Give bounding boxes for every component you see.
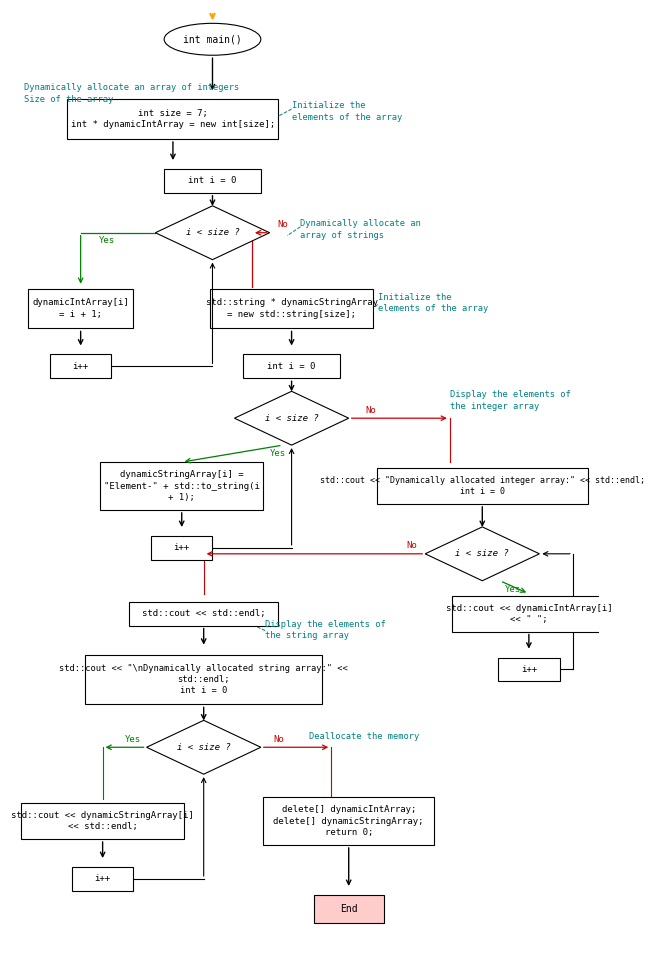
Text: std::cout << "Dynamically allocated integer array:" << std::endl;
int i = 0: std::cout << "Dynamically allocated inte… — [320, 476, 645, 496]
Text: std::cout << std::endl;: std::cout << std::endl; — [142, 609, 265, 618]
Text: i++: i++ — [174, 543, 190, 552]
FancyBboxPatch shape — [100, 462, 263, 510]
FancyBboxPatch shape — [129, 602, 279, 625]
Text: Dynamically allocate an array of integers
Size of the array: Dynamically allocate an array of integer… — [24, 83, 239, 104]
Text: i++: i++ — [521, 665, 537, 674]
FancyBboxPatch shape — [72, 867, 133, 891]
Text: int main(): int main() — [183, 34, 242, 44]
Text: Display the elements of
the integer array: Display the elements of the integer arra… — [449, 390, 570, 411]
FancyBboxPatch shape — [452, 596, 606, 631]
Text: Yes: Yes — [125, 735, 141, 743]
FancyBboxPatch shape — [244, 355, 340, 378]
Polygon shape — [155, 206, 270, 260]
Text: Yes: Yes — [505, 585, 521, 594]
Text: Initialize the
elements of the array: Initialize the elements of the array — [292, 101, 402, 122]
Text: i < size ?: i < size ? — [265, 413, 319, 423]
Text: Display the elements of
the string array: Display the elements of the string array — [265, 619, 386, 641]
FancyBboxPatch shape — [151, 535, 213, 560]
Text: i++: i++ — [94, 874, 111, 883]
FancyBboxPatch shape — [211, 288, 373, 328]
Text: End: End — [340, 904, 358, 913]
Text: std::cout << dynamicIntArray[i]
<< " ";: std::cout << dynamicIntArray[i] << " "; — [446, 604, 612, 623]
FancyBboxPatch shape — [21, 803, 184, 839]
Text: Yes: Yes — [99, 236, 115, 245]
Text: int i = 0: int i = 0 — [188, 177, 237, 186]
Text: std::cout << "\nDynamically allocated string array:" <<
std::endl;
int i = 0: std::cout << "\nDynamically allocated st… — [59, 663, 348, 695]
Text: Yes: Yes — [271, 448, 286, 457]
Text: int i = 0: int i = 0 — [267, 361, 315, 371]
Polygon shape — [234, 391, 348, 446]
FancyBboxPatch shape — [28, 288, 133, 328]
Text: i++: i++ — [73, 361, 88, 371]
Ellipse shape — [164, 23, 261, 56]
FancyBboxPatch shape — [377, 468, 588, 504]
FancyBboxPatch shape — [164, 169, 261, 192]
Text: Initialize the
elements of the array: Initialize the elements of the array — [378, 292, 488, 314]
FancyBboxPatch shape — [67, 99, 279, 139]
Text: dynamicIntArray[i]
= i + 1;: dynamicIntArray[i] = i + 1; — [32, 298, 129, 319]
FancyBboxPatch shape — [50, 355, 112, 378]
Text: No: No — [273, 735, 284, 743]
Text: No: No — [407, 541, 417, 550]
Text: std::cout << dynamicStringArray[i]
<< std::endl;: std::cout << dynamicStringArray[i] << st… — [11, 811, 194, 831]
Text: Dynamically allocate an
array of strings: Dynamically allocate an array of strings — [300, 219, 421, 239]
Polygon shape — [147, 720, 261, 774]
Text: i < size ?: i < size ? — [177, 743, 230, 751]
Text: delete[] dynamicIntArray;
delete[] dynamicStringArray;
return 0;: delete[] dynamicIntArray; delete[] dynam… — [273, 805, 424, 836]
FancyBboxPatch shape — [314, 895, 384, 922]
Text: int size = 7;
int * dynamicIntArray = new int[size];: int size = 7; int * dynamicIntArray = ne… — [71, 109, 275, 129]
Polygon shape — [425, 527, 539, 580]
FancyBboxPatch shape — [263, 797, 434, 845]
FancyBboxPatch shape — [498, 658, 560, 681]
Text: No: No — [277, 220, 288, 230]
Text: i < size ?: i < size ? — [185, 229, 240, 237]
Text: std::string * dynamicStringArray
= new std::string[size];: std::string * dynamicStringArray = new s… — [205, 298, 378, 319]
Text: dynamicStringArray[i] =
"Element-" + std::to_string(i
+ 1);: dynamicStringArray[i] = "Element-" + std… — [104, 470, 259, 501]
Text: i < size ?: i < size ? — [455, 549, 509, 558]
Text: Deallocate the memory: Deallocate the memory — [309, 733, 419, 742]
Text: No: No — [365, 405, 376, 414]
FancyBboxPatch shape — [85, 655, 322, 704]
